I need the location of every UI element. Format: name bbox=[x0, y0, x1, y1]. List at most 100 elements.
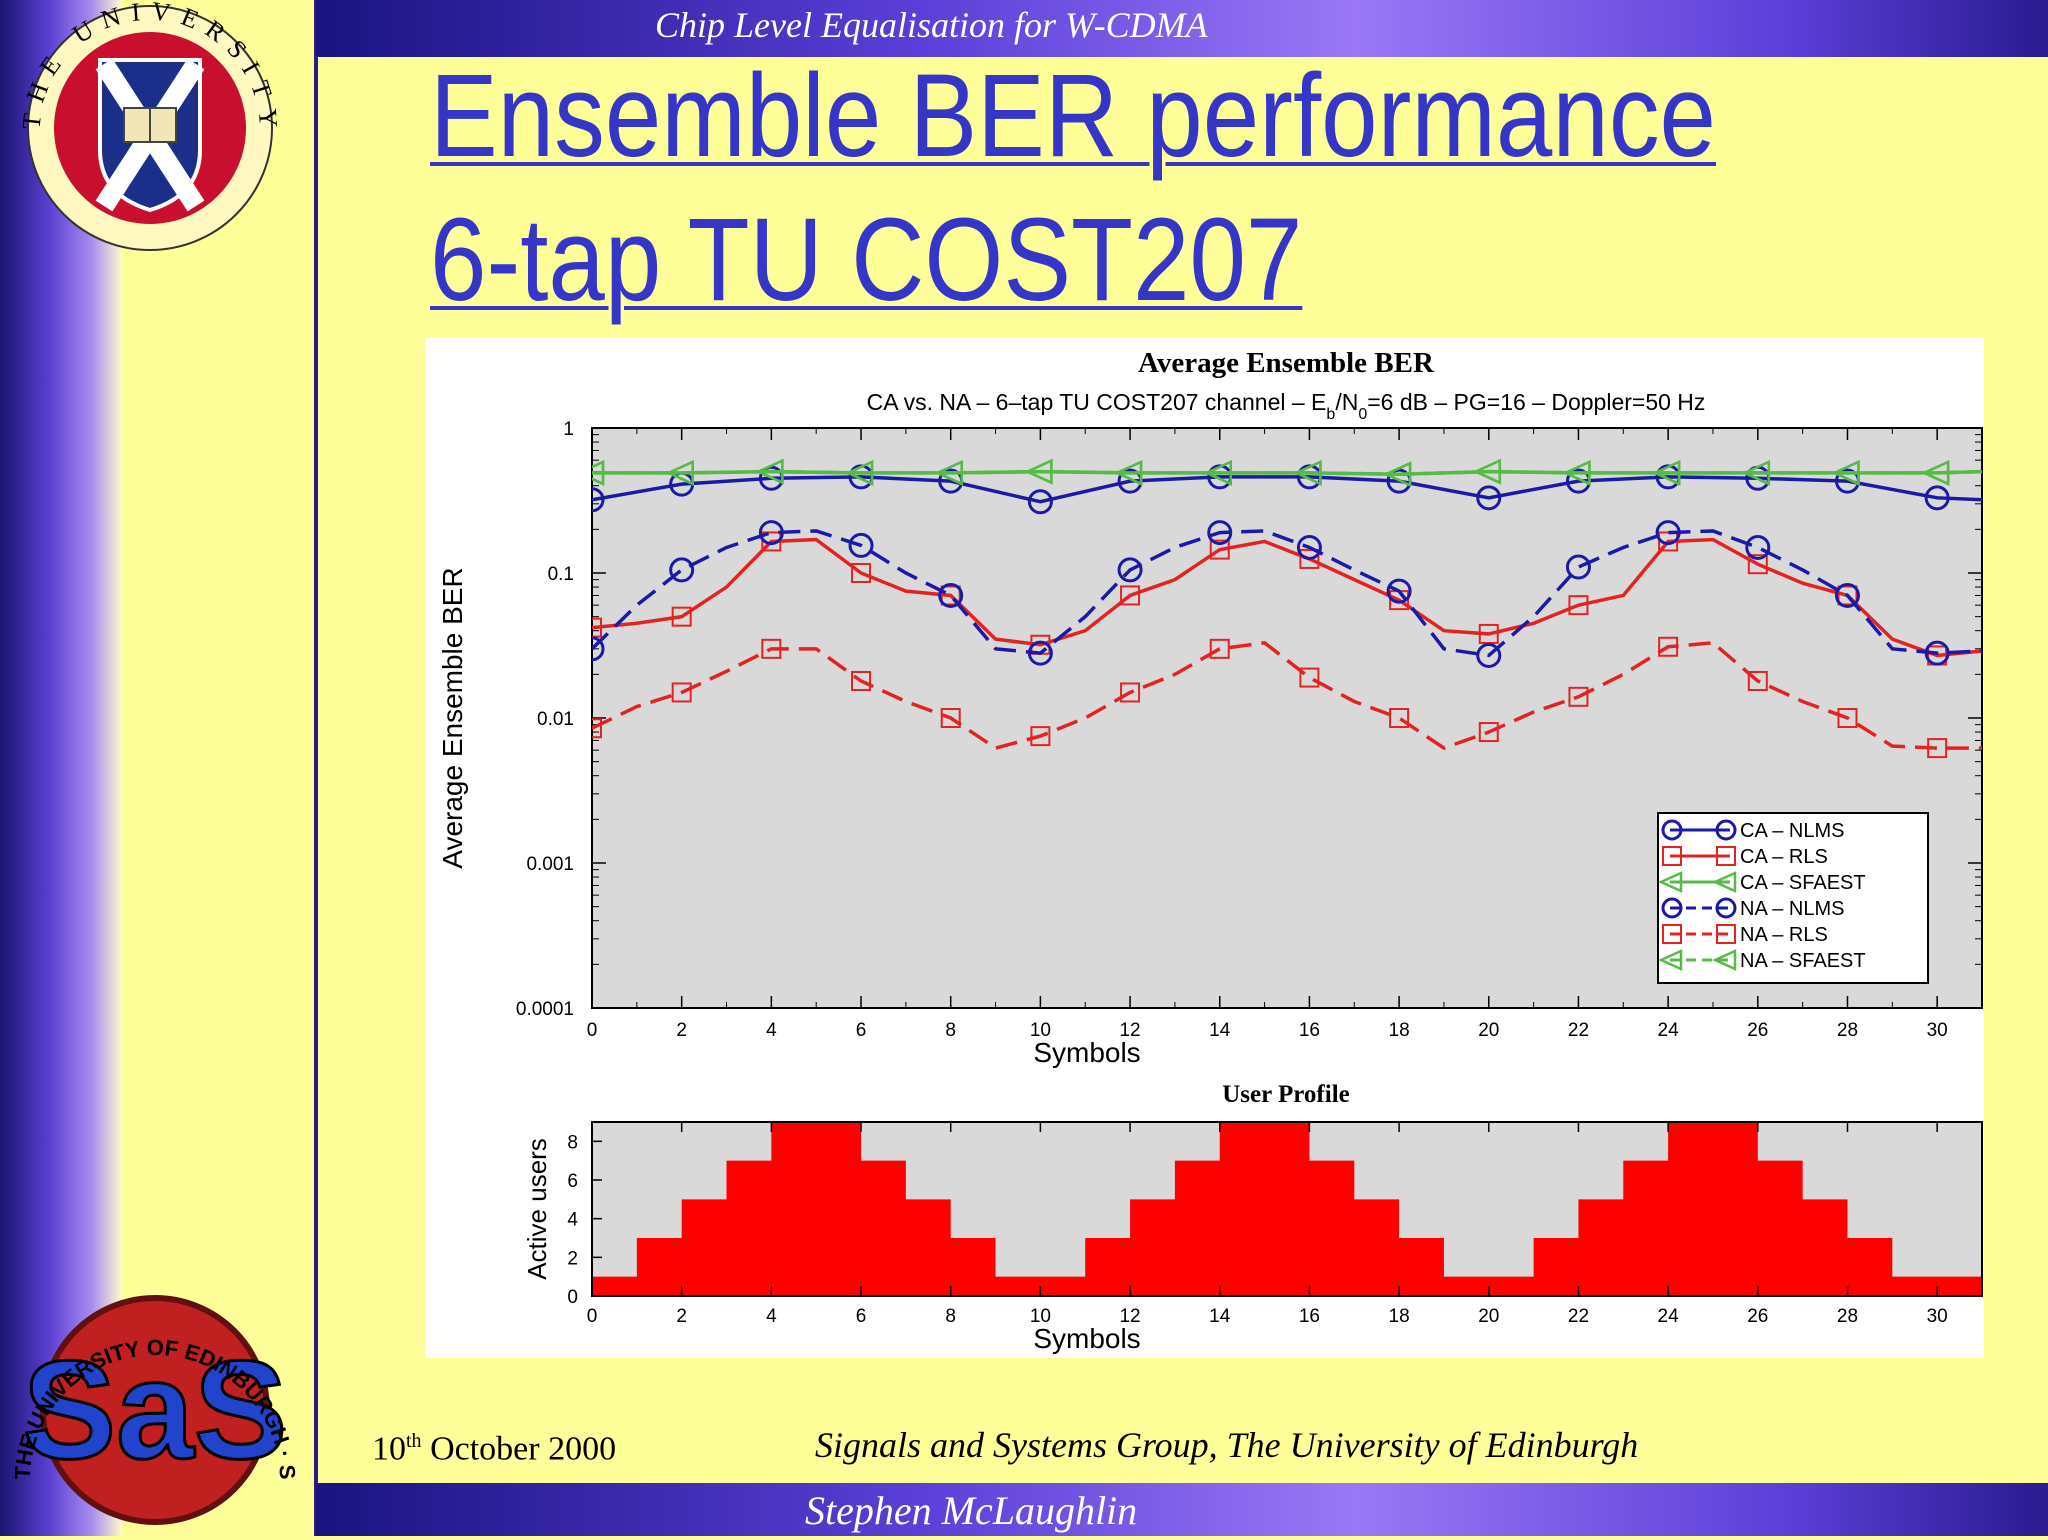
ber-marker-circle bbox=[592, 636, 605, 662]
ber-x-tick-label: 4 bbox=[766, 1020, 777, 1041]
ber-marker-triangle bbox=[592, 459, 605, 486]
ber-series-line bbox=[592, 640, 1982, 751]
ber-marker-square bbox=[1716, 846, 1736, 866]
ber-marker-triangle bbox=[755, 458, 784, 485]
ber-marker-square bbox=[1716, 924, 1736, 944]
ber-marker-circle bbox=[1027, 640, 1053, 666]
profile-frame bbox=[591, 1121, 1983, 1297]
ber-x-tick-label: 24 bbox=[1658, 1020, 1680, 1041]
ber-x-tick-label: 20 bbox=[1478, 1020, 1499, 1041]
ber-marker-triangle bbox=[1024, 458, 1053, 485]
ber-marker-triangle bbox=[1711, 871, 1737, 893]
ber-marker-square bbox=[592, 617, 602, 638]
ber-marker-square bbox=[592, 718, 602, 739]
ber-marker-square bbox=[671, 606, 692, 627]
ber-legend-label: NA – NLMS bbox=[1740, 898, 1844, 920]
ber-marker-circle bbox=[1207, 520, 1233, 546]
ber-marker-circle bbox=[1745, 534, 1771, 560]
profile-y-axis-label: Active users bbox=[522, 1138, 552, 1280]
profile-x-tick-label: 6 bbox=[856, 1306, 867, 1327]
ber-marker-square bbox=[1120, 682, 1141, 703]
ber-y-tick-label: 0.01 bbox=[537, 709, 574, 730]
ber-marker-circle bbox=[1386, 578, 1412, 604]
ber-marker-triangle bbox=[1711, 949, 1737, 971]
ber-marker-square bbox=[1747, 554, 1768, 575]
ber-x-tick-label: 26 bbox=[1747, 1020, 1768, 1041]
ber-marker-square bbox=[1747, 670, 1768, 691]
ber-legend-box bbox=[1657, 812, 1929, 984]
ber-marker-triangle bbox=[934, 459, 963, 486]
slide-title-line-2: 6-tap TU COST207 bbox=[430, 194, 1303, 326]
ber-series-line bbox=[592, 475, 1982, 504]
ber-marker-circle bbox=[1924, 640, 1950, 666]
ber-marker-circle bbox=[1027, 489, 1053, 515]
ber-marker-circle bbox=[1715, 897, 1737, 919]
slide-title-line-1: Ensemble BER performance bbox=[430, 50, 1716, 182]
ber-figure: Average Ensemble BER CA vs. NA – 6–tap T… bbox=[426, 338, 1984, 1358]
ber-marker-square bbox=[851, 563, 872, 583]
ber-marker-triangle bbox=[1383, 461, 1412, 488]
ber-legend-label: CA – RLS bbox=[1740, 846, 1828, 868]
footer-banner bbox=[316, 1483, 2048, 1536]
profile-x-tick-label: 2 bbox=[676, 1306, 687, 1327]
ber-marker-square bbox=[1927, 738, 1948, 759]
ber-marker-circle bbox=[1476, 485, 1502, 511]
ber-marker-square bbox=[1568, 595, 1589, 616]
ber-marker-square bbox=[940, 708, 961, 728]
ber-marker-square bbox=[1478, 722, 1499, 743]
ber-series-4 bbox=[592, 636, 1982, 759]
ber-x-tick-label: 6 bbox=[856, 1020, 867, 1041]
ber-marker-triangle bbox=[1741, 459, 1771, 486]
ber-x-tick-label: 12 bbox=[1119, 1020, 1140, 1041]
profile-y-tick-label: 8 bbox=[567, 1132, 578, 1153]
profile-x-tick-label: 14 bbox=[1209, 1306, 1231, 1327]
profile-x-tick-label: 10 bbox=[1030, 1306, 1051, 1327]
ber-marker-triangle bbox=[1657, 871, 1683, 893]
ber-x-tick-label: 18 bbox=[1389, 1020, 1410, 1041]
profile-area bbox=[592, 1122, 1982, 1296]
university-crest-logo: THE UNIVERSITY OF EDINBURGH bbox=[0, 0, 274, 251]
sas-mark: SaS bbox=[23, 1331, 288, 1488]
ber-marker-square bbox=[671, 682, 692, 703]
profile-x-tick-label: 24 bbox=[1658, 1306, 1680, 1327]
ber-marker-square bbox=[1299, 667, 1320, 688]
ber-marker-square bbox=[1658, 636, 1679, 657]
ber-marker-triangle bbox=[1293, 459, 1322, 486]
ber-marker-square bbox=[1389, 708, 1410, 728]
profile-y-tick-label: 2 bbox=[567, 1248, 578, 1269]
ber-marker-circle bbox=[848, 532, 874, 558]
ber-marker-triangle bbox=[665, 459, 694, 486]
profile-y-tick-label: 6 bbox=[567, 1171, 578, 1192]
ber-x-tick-label: 30 bbox=[1927, 1020, 1948, 1041]
ber-series-3 bbox=[592, 520, 1982, 668]
ber-marker-circle bbox=[1117, 557, 1143, 583]
profile-x-tick-label: 26 bbox=[1747, 1306, 1768, 1327]
profile-x-tick-label: 0 bbox=[587, 1306, 598, 1327]
ber-x-axis-label: Symbols bbox=[1033, 1037, 1140, 1068]
user-profile-title: User Profile bbox=[1222, 1081, 1350, 1108]
profile-x-tick-label: 28 bbox=[1837, 1306, 1858, 1327]
ber-marker-circle bbox=[938, 582, 964, 608]
ber-x-tick-label: 28 bbox=[1837, 1020, 1858, 1041]
ber-marker-circle bbox=[1715, 819, 1737, 841]
ber-legend-label: NA – SFAEST bbox=[1740, 950, 1866, 972]
ber-marker-circle bbox=[1924, 485, 1950, 511]
ber-marker-triangle bbox=[1921, 459, 1950, 486]
slide-date: 10th October 2000 bbox=[372, 1430, 617, 1468]
ber-x-tick-label: 0 bbox=[587, 1020, 598, 1041]
author-name: Stephen McLaughlin bbox=[805, 1488, 1138, 1533]
ber-marker-circle bbox=[669, 557, 695, 583]
ber-y-axis-label: Average Ensemble BER bbox=[437, 567, 468, 868]
ber-marker-square bbox=[1837, 585, 1858, 606]
ber-series-line bbox=[592, 529, 1982, 658]
ber-marker-triangle bbox=[1657, 949, 1683, 971]
profile-x-axis-label: Symbols bbox=[1033, 1323, 1140, 1354]
ber-marker-circle bbox=[592, 487, 605, 513]
profile-x-tick-label: 20 bbox=[1478, 1306, 1499, 1327]
ber-marker-square bbox=[1662, 846, 1682, 866]
ber-marker-circle bbox=[1834, 582, 1860, 608]
left-divider bbox=[314, 0, 318, 1536]
ber-marker-circle bbox=[1296, 534, 1322, 560]
ber-marker-circle bbox=[1661, 819, 1683, 841]
